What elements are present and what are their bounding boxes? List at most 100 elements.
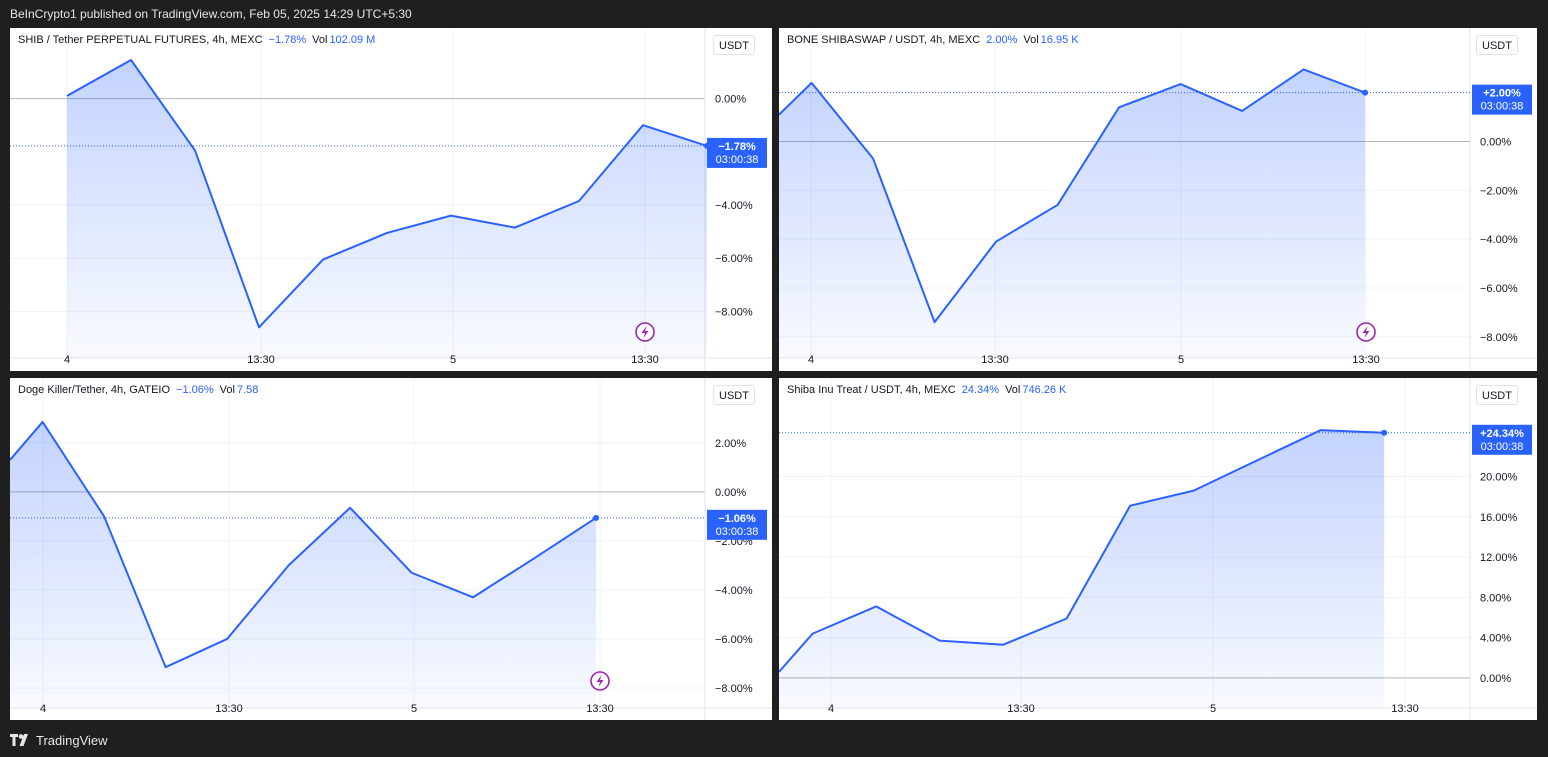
currency-unit-button[interactable]: USDT bbox=[713, 35, 755, 55]
x-tick-label: 13:30 bbox=[631, 354, 659, 366]
last-price-dot bbox=[1362, 89, 1369, 96]
change-percent: 2.00% bbox=[986, 34, 1018, 46]
y-tick-label: 0.00% bbox=[1480, 673, 1511, 685]
change-percent: −1.78% bbox=[268, 34, 307, 46]
last-price-value: +2.00% bbox=[1483, 88, 1521, 100]
x-tick-label: 5 bbox=[1178, 354, 1184, 366]
lightning-icon[interactable] bbox=[590, 671, 610, 691]
chart-svg-doge-killer: 2.00%0.00%−2.00%−4.00%−6.00%−8.00%4 13:30… bbox=[10, 378, 772, 720]
y-tick-label: −4.00% bbox=[715, 200, 753, 212]
y-tick-label: −8.00% bbox=[715, 306, 753, 318]
chart-legend: SHIB / Tether PERPETUAL FUTURES, 4h, MEX… bbox=[18, 34, 375, 46]
symbol-title[interactable]: Doge Killer/Tether, 4h, GATEIO bbox=[18, 384, 171, 396]
last-price-label bbox=[707, 137, 767, 168]
x-tick-label: 5 bbox=[450, 354, 456, 366]
currency-unit-button[interactable]: USDT bbox=[1476, 385, 1518, 405]
bar-countdown: 03:00:38 bbox=[716, 154, 759, 166]
y-tick-label: 12.00% bbox=[1480, 552, 1518, 564]
change-percent: −1.06% bbox=[176, 384, 214, 396]
x-tick-label: 13:30 bbox=[981, 354, 1009, 366]
symbol-title[interactable]: SHIB / Tether PERPETUAL FUTURES, 4h, MEX… bbox=[18, 34, 263, 46]
series-area bbox=[10, 421, 597, 708]
y-tick-label: −4.00% bbox=[715, 585, 753, 597]
last-price-value: −1.78% bbox=[718, 141, 756, 153]
tradingview-brand-text: TradingView bbox=[36, 732, 108, 748]
last-price-label bbox=[707, 509, 767, 540]
chart-svg-shib: 0.00% −4.00% −6.00% −8.00% 4 13:30 5 13:30 −1.78… bbox=[10, 28, 772, 371]
symbol-title[interactable]: Shiba Inu Treat / USDT, 4h, MEXC bbox=[787, 384, 956, 396]
chart-panel-doge-killer[interactable]: 2.00% 0.00% −2.00% −4.00% −6.00% −8.00% 4 13:30… bbox=[10, 378, 772, 720]
volume-value: 16.95 K bbox=[1040, 34, 1079, 46]
symbol-title[interactable]: BONE SHIBASWAP / USDT, 4h, MEXC bbox=[787, 34, 981, 46]
series-line bbox=[10, 420, 597, 669]
bar-countdown: 03:00:38 bbox=[716, 526, 759, 538]
change-percent: 24.34% bbox=[961, 384, 1000, 396]
tradingview-logo-icon bbox=[10, 734, 28, 746]
chart-svg-shiba-inu-treat: 20.00% 16.00% 12.00% 8.00% 4.00% 0.00% 4 13:30 5… bbox=[779, 378, 1537, 720]
last-price-value: −1.06% bbox=[718, 513, 756, 525]
last-price-label bbox=[1472, 84, 1532, 115]
chart-svg-bone: 0.00% −2.00% −4.00% −6.00% −8.00% 4 13:30 5 13:3… bbox=[779, 28, 1537, 371]
series-area bbox=[67, 59, 707, 358]
x-tick-label: 13:30 bbox=[215, 703, 243, 715]
series-line bbox=[779, 429, 1385, 673]
volume-label: Vol bbox=[219, 384, 235, 396]
y-tick-label: 20.00% bbox=[1480, 472, 1518, 484]
y-tick-label: 4.00% bbox=[1480, 633, 1511, 645]
y-tick-label: −6.00% bbox=[715, 634, 753, 646]
lightning-icon-bolt bbox=[1362, 326, 1370, 338]
series-area bbox=[779, 69, 1366, 358]
x-tick-label: 13:30 bbox=[1391, 703, 1419, 715]
chart-legend: BONE SHIBASWAP / USDT, 4h, MEXC 2.00% Vo… bbox=[787, 34, 1079, 46]
last-price-label bbox=[1472, 424, 1532, 455]
x-tick-label: 4 bbox=[64, 354, 70, 366]
bar-countdown: 03:00:38 bbox=[1481, 101, 1524, 113]
y-tick-label: 16.00% bbox=[1480, 512, 1518, 524]
y-tick-label: 0.00% bbox=[1480, 136, 1511, 148]
volume-label: Vol bbox=[1023, 34, 1039, 46]
y-tick-label: 0.00% bbox=[715, 94, 746, 106]
chart-legend: Shiba Inu Treat / USDT, 4h, MEXC 24.34% … bbox=[787, 384, 1066, 396]
series-line bbox=[66, 58, 708, 329]
y-tick-label: −6.00% bbox=[715, 253, 753, 265]
y-tick-label: −8.00% bbox=[1480, 332, 1518, 344]
y-tick-label: −8.00% bbox=[715, 683, 753, 695]
y-tick-label: −4.00% bbox=[1480, 234, 1518, 246]
lightning-icon-bolt bbox=[641, 326, 649, 338]
volume-value: 7.58 bbox=[236, 384, 259, 396]
currency-unit-button[interactable]: USDT bbox=[713, 385, 755, 405]
lightning-icon-bolt bbox=[596, 675, 604, 687]
lightning-icon[interactable] bbox=[1356, 322, 1376, 342]
series-area bbox=[779, 430, 1385, 708]
currency-unit-button[interactable]: USDT bbox=[1476, 35, 1518, 55]
x-tick-label: 13:30 bbox=[247, 354, 275, 366]
x-tick-label: 4 bbox=[808, 354, 814, 366]
volume-label: Vol bbox=[1005, 384, 1021, 396]
lightning-icon[interactable] bbox=[635, 322, 655, 342]
x-tick-label: 5 bbox=[1210, 703, 1216, 715]
x-tick-label: 13:30 bbox=[586, 703, 614, 715]
last-price-dot bbox=[593, 514, 600, 521]
y-tick-label: −6.00% bbox=[1480, 283, 1518, 295]
y-tick-label: 0.00% bbox=[715, 487, 746, 499]
publisher-text: BeInCrypto1 published on TradingView.com… bbox=[10, 7, 412, 21]
volume-label: Vol bbox=[312, 34, 328, 46]
x-tick-label: 5 bbox=[411, 703, 417, 715]
y-tick-label: 2.00% bbox=[715, 438, 746, 450]
last-price-dot bbox=[1381, 429, 1388, 436]
volume-value: 102.09 M bbox=[329, 34, 376, 46]
volume-value: 746.26 K bbox=[1022, 384, 1067, 396]
chart-legend: Doge Killer/Tether, 4h, GATEIO −1.06% Vo… bbox=[18, 384, 258, 396]
last-price-value: +24.34% bbox=[1480, 428, 1524, 440]
chart-panel-shiba-inu-treat[interactable]: 20.00% 16.00% 12.00% 8.00% 4.00% 0.00% 4 13:30 5… bbox=[779, 378, 1537, 720]
y-tick-label: −2.00% bbox=[1480, 185, 1518, 197]
y-tick-label: 8.00% bbox=[1480, 592, 1511, 604]
chart-panel-bone[interactable]: 0.00% −2.00% −4.00% −6.00% −8.00% 4 13:30 5 13:3… bbox=[779, 28, 1537, 371]
bar-countdown: 03:00:38 bbox=[1481, 441, 1524, 453]
x-tick-label: 4 bbox=[40, 703, 46, 715]
series-line bbox=[779, 68, 1366, 324]
chart-panel-shib[interactable]: 0.00% −4.00% −6.00% −8.00% 4 13:30 5 13:30 −1.78… bbox=[10, 28, 772, 371]
x-tick-label: 4 bbox=[828, 703, 834, 715]
x-tick-label: 13:30 bbox=[1007, 703, 1035, 715]
tradingview-logo[interactable]: TradingView bbox=[10, 731, 108, 749]
